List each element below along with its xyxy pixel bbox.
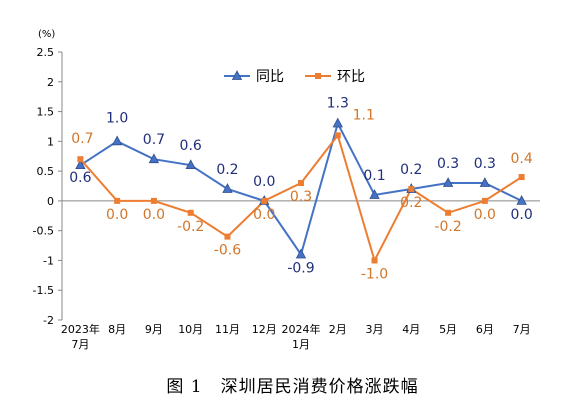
x-tick-label: 8月 [108,323,126,336]
mom-data-label: -0.2 [434,219,461,235]
mom-data-label: 0.0 [143,207,165,223]
yoy-data-label: 1.0 [106,110,128,126]
yoy-data-label: 0.2 [216,162,238,178]
mom-point [298,180,304,187]
legend-label: 环比 [337,69,365,85]
y-tick-label: -1 [43,254,54,267]
yoy-data-label: 0.0 [510,207,532,223]
y-axis-unit-label: (%) [38,29,55,40]
x-tick-label: 2023年 7月 [61,322,100,351]
mom-point [77,156,84,163]
yoy-data-label: 0.7 [143,132,165,148]
yoy-data-label: -0.9 [287,260,314,276]
x-tick-label: 6月 [476,323,494,336]
yoy-point [222,183,233,193]
cpi-line-chart: (%) 2.5 2 1.5 1 0.5 0 -0.5 -1 -1.5 -2 2023年 7月 8月 9月 1… [33,29,540,351]
yoy-point [516,195,527,205]
x-tick-label: 2月 [329,323,347,336]
mom-data-label: 0.7 [71,131,93,147]
x-tick-label: 10月 [178,323,203,336]
legend-marker [315,73,321,79]
chart-caption: 图 1 深圳居民消费价格涨跌幅 [166,377,419,397]
mom-point [371,257,378,264]
mom-data-label: 1.1 [353,107,375,123]
mom-point [114,197,121,204]
x-tick-label: 4月 [402,323,420,336]
mom-point [224,233,231,240]
x-tick-label: 11月 [215,323,240,336]
axes: 2.5 2 1.5 1 0.5 0 -0.5 -1 -1.5 -2 2023年 7月 8月 9月 10月 11… [33,46,540,351]
yoy-point [332,117,343,128]
y-tick-label: -2 [43,314,54,327]
yoy-data-label: 0.3 [437,156,459,172]
yoy-point [185,159,196,170]
mom-point [334,132,341,139]
x-tick-label: 2024年 1月 [282,322,321,351]
legend-marker [231,70,243,80]
mom-data-label: 0.0 [253,207,275,223]
mom-data-label: 0.2 [400,195,422,211]
mom-point [261,197,268,204]
yoy-data-label: 0.6 [69,170,91,186]
yoy-point [369,189,380,199]
data-labels: 0.6 1.0 0.7 0.6 0.2 0.0 -0.9 1.3 0.1 0.2 0.3 0.3 0.0… [69,95,533,282]
x-tick-label: 12月 [252,323,277,336]
mom-data-label: 0.4 [510,151,532,167]
yoy-data-label: 1.3 [327,95,349,111]
mom-point [408,185,415,192]
yoy-point [442,177,454,187]
y-tick-label: 2 [47,76,54,89]
yoy-data-label: 0.2 [400,162,422,178]
y-tick-label: 2.5 [37,46,55,59]
legend-label: 同比 [256,69,284,85]
yoy-point [479,177,491,187]
yoy-data-label: 0.0 [253,174,275,190]
y-tick-label: 0.5 [37,165,55,178]
mom-data-label: 0.0 [474,207,496,223]
legend: 同比 环比 [224,69,365,85]
x-tick-label: 5月 [439,323,457,336]
x-tick-label: 3月 [366,323,384,336]
mom-data-label: -1.0 [361,266,388,282]
yoy-data-label: 0.6 [180,138,202,154]
series-lines [75,117,527,264]
mom-point [150,197,157,204]
y-tick-label: 1.5 [37,106,55,119]
yoy-point [148,153,160,164]
mom-point [187,209,194,216]
mom-data-label: 0.3 [290,189,312,205]
mom-point [518,174,525,181]
yoy-point [111,135,123,146]
mom-data-label: 0.0 [106,207,128,223]
yoy-point [295,248,307,259]
y-tick-label: 1 [47,135,54,148]
yoy-point [75,159,86,170]
mom-data-label: -0.2 [177,219,204,235]
yoy-data-label: 0.3 [474,156,496,172]
yoy-data-label: 0.1 [363,168,385,184]
y-tick-label: -1.5 [33,284,54,297]
mom-point [445,209,452,216]
mom-data-label: -0.6 [214,243,241,259]
mom-point [481,197,488,204]
x-tick-label: 9月 [145,323,163,336]
y-tick-label: -0.5 [33,225,54,238]
x-tick-label: 7月 [513,323,531,336]
y-tick-label: 0 [47,195,54,208]
